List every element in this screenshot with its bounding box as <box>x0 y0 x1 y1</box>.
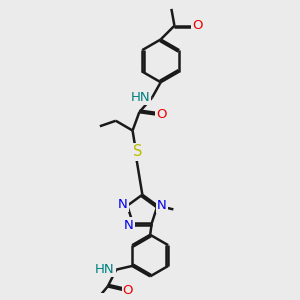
Text: HN: HN <box>131 91 150 104</box>
Text: O: O <box>123 284 133 297</box>
Text: HN: HN <box>95 262 114 275</box>
Text: N: N <box>118 198 128 211</box>
Text: S: S <box>134 144 143 159</box>
Text: N: N <box>124 218 134 232</box>
Text: N: N <box>157 199 166 212</box>
Text: O: O <box>192 19 202 32</box>
Text: O: O <box>156 108 166 121</box>
